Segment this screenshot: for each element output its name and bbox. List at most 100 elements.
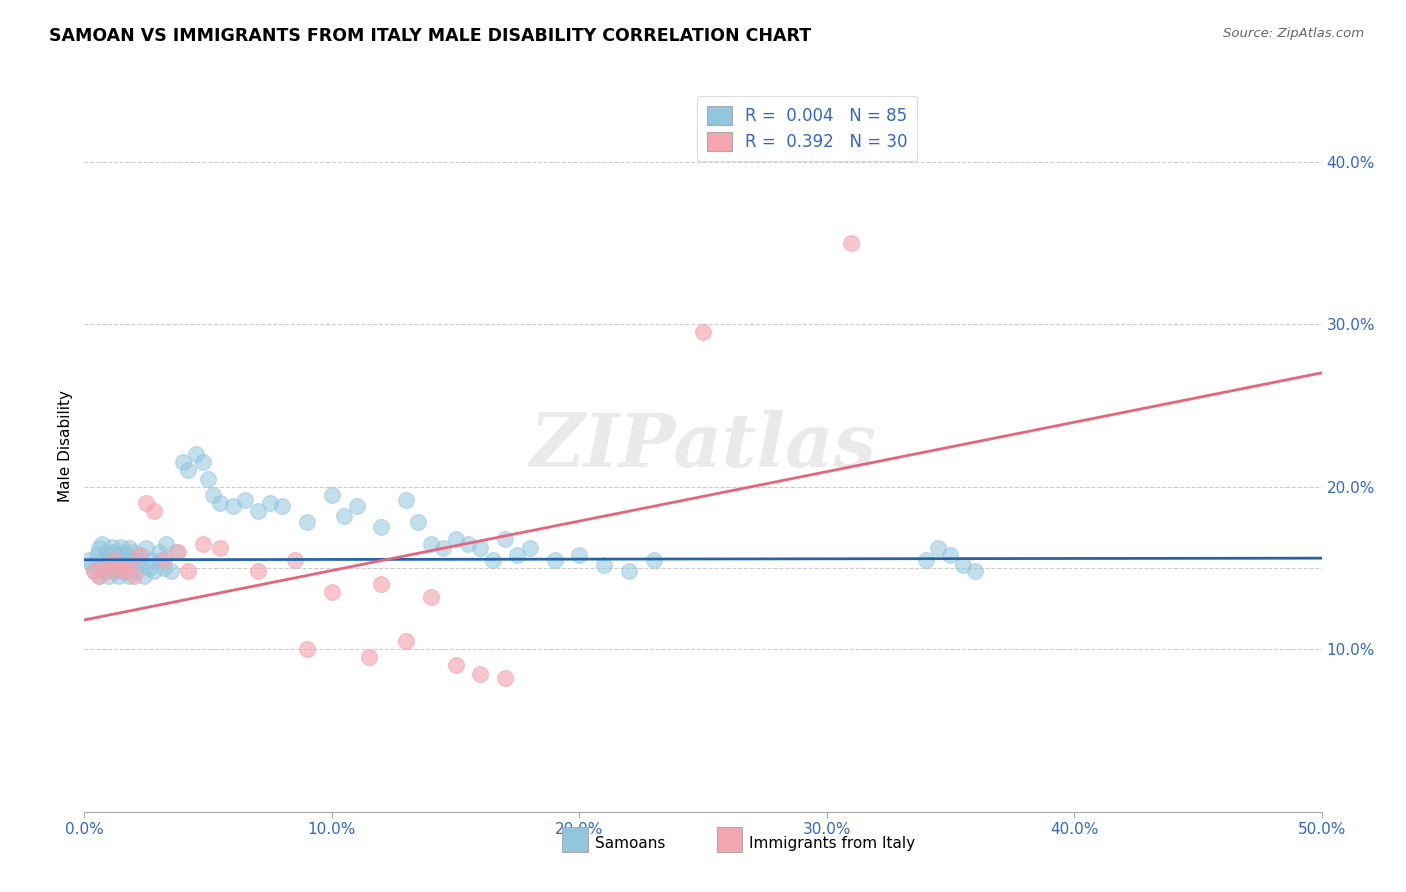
Point	[90, 561, 112, 575]
Point	[246, 564, 269, 578]
Point	[593, 558, 616, 572]
Point	[321, 488, 343, 502]
Point	[209, 541, 232, 556]
Text: Immigrants from Italy: Immigrants from Italy	[749, 836, 915, 850]
Point	[105, 558, 128, 572]
Point	[125, 564, 148, 578]
Point	[295, 516, 318, 530]
Point	[543, 553, 565, 567]
Point	[165, 544, 187, 558]
Point	[939, 548, 962, 562]
Point	[152, 561, 174, 575]
Point	[284, 553, 307, 567]
Point	[927, 541, 949, 556]
Point	[222, 499, 245, 513]
Point	[112, 553, 135, 567]
Point	[167, 544, 190, 558]
Point	[184, 447, 207, 461]
Text: Source: ZipAtlas.com: Source: ZipAtlas.com	[1223, 27, 1364, 40]
Point	[172, 455, 194, 469]
Point	[568, 548, 591, 562]
Point	[135, 541, 157, 556]
Point	[122, 569, 145, 583]
Point	[108, 561, 131, 575]
Point	[122, 544, 145, 558]
Point	[346, 499, 368, 513]
Point	[408, 516, 430, 530]
Point	[914, 553, 936, 567]
Point	[98, 569, 121, 583]
Point	[110, 540, 132, 554]
Point	[494, 532, 516, 546]
Point	[965, 564, 987, 578]
Point	[470, 666, 492, 681]
Point	[519, 541, 541, 556]
Point	[617, 564, 640, 578]
Point	[142, 504, 165, 518]
Point	[142, 564, 165, 578]
Point	[150, 553, 173, 567]
Point	[118, 541, 141, 556]
Point	[209, 496, 232, 510]
Point	[93, 553, 115, 567]
Point	[86, 548, 108, 562]
Point	[177, 463, 200, 477]
Point	[395, 634, 418, 648]
Point	[110, 564, 132, 578]
Point	[90, 536, 112, 550]
Point	[96, 544, 118, 558]
Point	[202, 488, 225, 502]
Point	[692, 325, 714, 339]
Point	[160, 564, 183, 578]
Point	[118, 569, 141, 583]
Point	[129, 548, 152, 562]
Point	[98, 564, 121, 578]
Point	[494, 672, 516, 686]
Point	[108, 548, 131, 562]
Point	[122, 553, 145, 567]
Point	[89, 569, 111, 583]
Point	[98, 548, 121, 562]
Point	[333, 508, 356, 523]
Point	[841, 235, 863, 250]
Point	[103, 553, 125, 567]
Point	[191, 455, 214, 469]
Point	[120, 564, 142, 578]
Point	[83, 564, 105, 578]
Point	[115, 548, 138, 562]
Point	[128, 556, 150, 570]
Point	[321, 585, 343, 599]
Point	[80, 558, 103, 572]
Point	[93, 564, 115, 578]
Point	[177, 564, 200, 578]
Point	[481, 553, 503, 567]
Point	[370, 520, 392, 534]
Point	[444, 658, 467, 673]
Point	[79, 553, 101, 567]
Point	[470, 541, 492, 556]
Point	[295, 642, 318, 657]
Point	[148, 544, 170, 558]
Point	[457, 536, 479, 550]
Point	[96, 558, 118, 572]
Point	[506, 548, 529, 562]
Point	[370, 577, 392, 591]
Point	[191, 536, 214, 550]
Point	[271, 499, 294, 513]
Point	[155, 536, 177, 550]
Point	[100, 553, 122, 567]
Point	[432, 541, 454, 556]
Point	[89, 541, 111, 556]
Point	[419, 590, 441, 604]
Point	[103, 564, 125, 578]
Point	[103, 544, 125, 558]
Point	[115, 561, 138, 575]
Y-axis label: Male Disability: Male Disability	[58, 390, 73, 502]
Point	[357, 650, 380, 665]
Point	[112, 544, 135, 558]
Point	[83, 564, 105, 578]
Point	[233, 492, 256, 507]
Text: Samoans: Samoans	[595, 836, 665, 850]
Point	[259, 496, 281, 510]
Point	[89, 569, 111, 583]
